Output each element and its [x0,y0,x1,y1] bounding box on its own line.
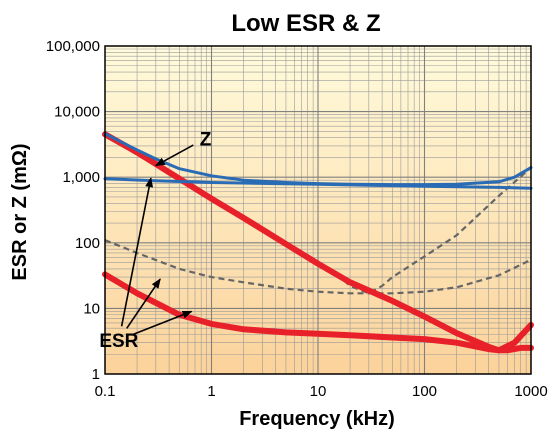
y-tick-label: 1 [92,366,100,383]
annotation-arrow [120,177,154,327]
annotation-label: Z [200,129,212,150]
series-line-gray-dashed-5 [104,239,532,295]
x-tick-label: 100 [412,383,437,400]
y-tick-label: 10,000 [54,104,100,121]
y-tick-label: 10 [83,300,100,317]
y-tick-label: 100 [75,235,100,252]
x-tick-label: 1 [207,383,215,400]
plot-frame [104,45,532,375]
annotations: Z ESR [99,129,211,352]
series-line-blue-solid-3 [103,177,533,190]
x-tick-label: 1000 [514,383,547,400]
annotation-label: ESR [99,331,138,352]
y-tick-label: 1,000 [62,169,100,186]
x-axis-title: Frequency (kHz) [239,408,395,430]
x-tick-label: 0.1 [95,383,116,400]
annotation-arrow [126,278,161,329]
y-axis-title: ESR or Z (mΩ) [9,143,31,280]
y-tick-label: 100,000 [46,38,100,55]
chart-title: Low ESR & Z [231,10,380,37]
annotation-arrow [154,144,194,167]
x-tick-label: 10 [310,383,327,400]
annotation-arrow [131,310,193,336]
